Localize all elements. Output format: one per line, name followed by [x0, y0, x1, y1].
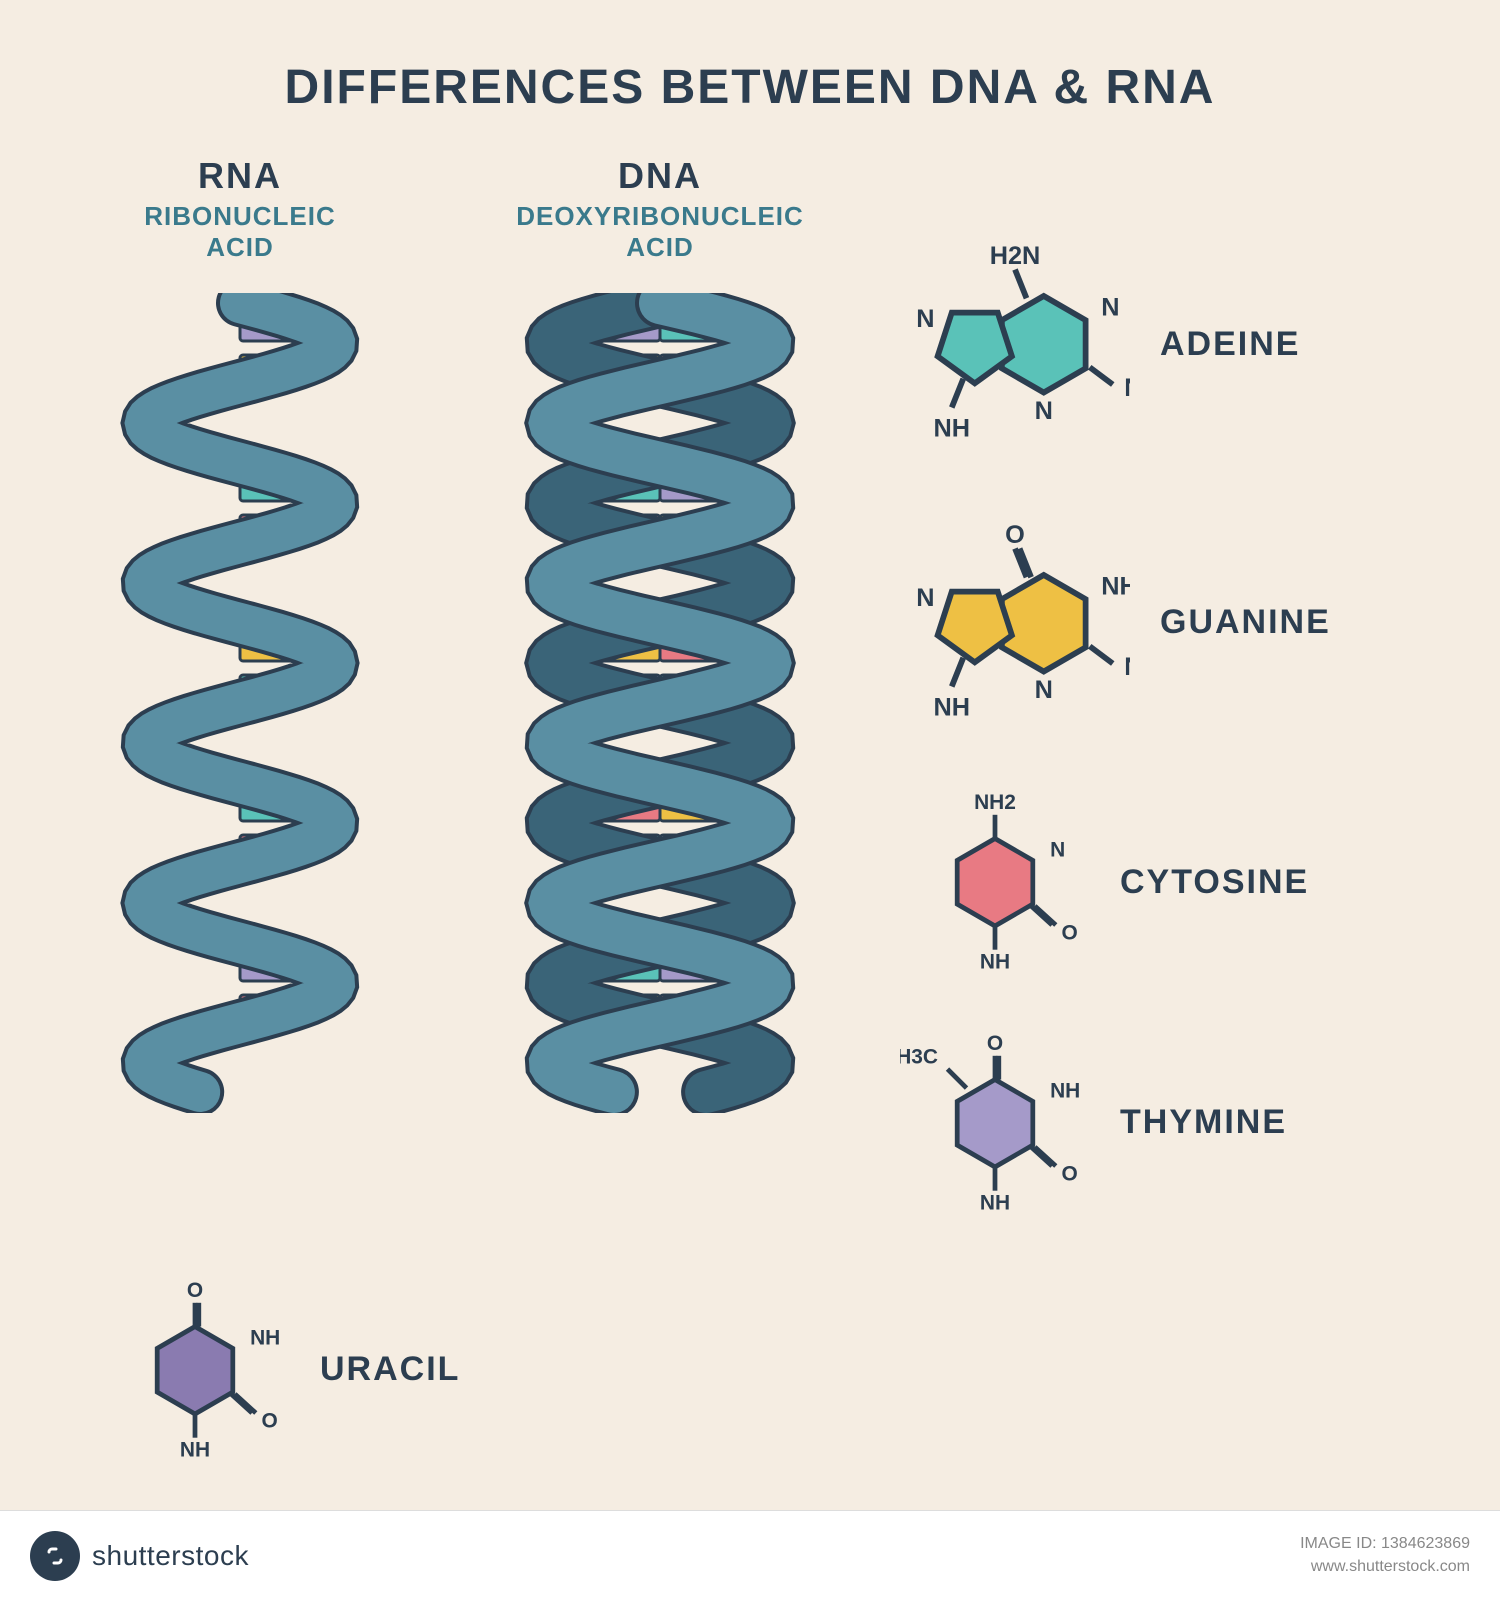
svg-text:NH2: NH2 — [1124, 653, 1130, 681]
svg-text:O: O — [1062, 921, 1078, 944]
dna-subtitle: DEOXYRIBONUCLEICACID — [460, 201, 860, 263]
rna-helix — [60, 293, 420, 1113]
svg-text:NH: NH — [980, 1191, 1010, 1213]
footer-bar: shutterstock IMAGE ID: 1384623869 www.sh… — [0, 1510, 1500, 1600]
footer-brand: shutterstock — [92, 1540, 249, 1572]
svg-text:N: N — [916, 584, 934, 612]
page-title: DIFFERENCES BETWEEN DNA & RNA — [0, 0, 1500, 115]
svg-text:N: N — [1124, 374, 1130, 402]
base-label: ADEINE — [1160, 325, 1300, 364]
svg-text:N: N — [1050, 839, 1065, 862]
svg-text:H2N: H2N — [990, 242, 1041, 270]
svg-text:N: N — [1035, 676, 1053, 704]
cytosine-structure-icon: NH2 N O NH — [900, 792, 1090, 973]
guanine-structure-icon: O NH NH2 N N NH — [900, 514, 1130, 733]
base-label: GUANINE — [1160, 603, 1331, 642]
thymine-structure-icon: H3C O NH O NH — [900, 1033, 1090, 1214]
uracil-structure-icon: O NH O NH — [100, 1280, 290, 1461]
rna-column: RNA RIBONUCLEICACID — [60, 155, 420, 1273]
main-columns: RNA RIBONUCLEICACID DNA DEOXYRIBONUCLEIC… — [0, 115, 1500, 1273]
dna-helix — [460, 293, 860, 1113]
uracil-row: O NH O NH URACIL — [100, 1280, 460, 1461]
svg-text:H3C: H3C — [900, 1045, 938, 1068]
base-row-cytosine: NH2 N O NH CYTOSINE — [900, 792, 1440, 973]
svg-text:O: O — [987, 1033, 1003, 1055]
dna-column: DNA DEOXYRIBONUCLEICACID — [460, 155, 860, 1273]
svg-text:NH: NH — [250, 1326, 280, 1349]
svg-text:NH: NH — [933, 693, 970, 721]
shutterstock-logo-icon — [30, 1531, 80, 1581]
svg-text:NH: NH — [1050, 1079, 1080, 1102]
svg-text:NH: NH — [1101, 572, 1130, 600]
svg-text:O: O — [262, 1409, 278, 1432]
svg-text:O: O — [1062, 1162, 1078, 1185]
rna-label: RNA — [60, 155, 420, 197]
svg-text:NH2: NH2 — [974, 792, 1016, 814]
base-row-guanine: O NH NH2 N N NH GUANINE — [900, 514, 1440, 733]
svg-text:O: O — [1005, 520, 1025, 548]
uracil-label: URACIL — [320, 1350, 460, 1389]
rna-subtitle: RIBONUCLEICACID — [60, 201, 420, 263]
bases-column: H2N N N N N NH ADEINE O NH NH2 N N NH GUANINE NH2 N O NH C… — [900, 155, 1440, 1273]
svg-text:N: N — [1035, 397, 1053, 425]
adeine-structure-icon: H2N N N N N NH — [900, 235, 1130, 454]
svg-text:N: N — [916, 305, 934, 333]
dna-label: DNA — [460, 155, 860, 197]
base-label: THYMINE — [1120, 1103, 1287, 1142]
svg-text:NH: NH — [180, 1438, 210, 1460]
svg-text:N: N — [1101, 294, 1119, 322]
svg-text:NH: NH — [980, 951, 1010, 973]
base-row-adeine: H2N N N N N NH ADEINE — [900, 235, 1440, 454]
base-row-thymine: H3C O NH O NH THYMINE — [900, 1033, 1440, 1214]
base-label: CYTOSINE — [1120, 863, 1309, 902]
footer-meta: IMAGE ID: 1384623869 www.shutterstock.co… — [1300, 1533, 1470, 1578]
svg-text:O: O — [187, 1280, 203, 1302]
svg-text:NH: NH — [933, 414, 970, 442]
